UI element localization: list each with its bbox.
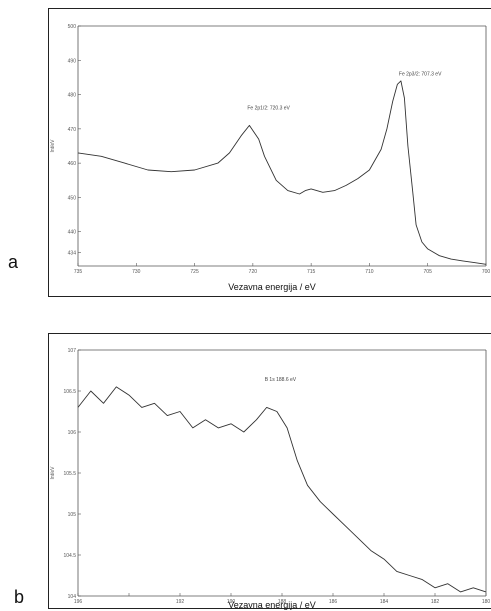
chart-b-frame — [48, 333, 491, 609]
x-tick-label-a: 725 — [190, 269, 199, 275]
y-axis-label-b: Int/eV — [50, 466, 56, 480]
x-tick-label-b: 180 — [482, 599, 491, 605]
y-tick-label-a: 500 — [68, 24, 77, 30]
y-tick-label-b: 106 — [68, 430, 77, 436]
x-tick-label-b: 192 — [176, 599, 185, 605]
x-tick-label-b: 182 — [431, 599, 440, 605]
y-tick-label-b: 107 — [68, 348, 77, 354]
panel-label-a: a — [8, 252, 19, 272]
x-tick-label-b: 186 — [329, 599, 338, 605]
y-axis-label-a: Int/eV — [50, 139, 56, 153]
panel-label-b: b — [14, 587, 25, 607]
y-tick-label-a: 440 — [68, 230, 77, 236]
y-tick-label-b: 104 — [68, 594, 77, 600]
x-axis-label-a: Vezavna energija / eV — [228, 282, 316, 292]
x-tick-label-b: 196 — [74, 599, 83, 605]
y-tick-label-b: 105 — [68, 512, 77, 518]
chart-a-frame — [48, 8, 491, 297]
y-tick-label-a: 490 — [68, 58, 77, 64]
x-tick-label-a: 720 — [249, 269, 258, 275]
y-tick-label-b: 105.5 — [63, 471, 76, 477]
x-tick-label-a: 705 — [424, 269, 433, 275]
y-tick-label-a: 470 — [68, 127, 77, 133]
x-tick-label-a: 700 — [482, 269, 491, 275]
x-tick-label-b: 184 — [380, 599, 389, 605]
chart-a: 735 730 725 720 715 710 705 700 434 440 450 460 470 4… — [50, 24, 490, 292]
y-tick-label-a: 434 — [68, 250, 77, 256]
x-tick-label-b: 188 — [278, 599, 287, 605]
x-tick-label-b: 190 — [227, 599, 236, 605]
y-tick-label-b: 106.5 — [63, 389, 76, 395]
series-line-a — [77, 80, 487, 265]
x-axis-label-b: Vezavna energija / eV — [228, 600, 316, 610]
y-tick-label-a: 460 — [68, 161, 77, 167]
series-line-b — [77, 386, 487, 593]
annotation-a: Fe 2p3/2: 707.3 eV — [399, 71, 442, 77]
x-tick-label-a: 715 — [307, 269, 316, 275]
x-tick-label-a: 735 — [74, 269, 83, 275]
chart-b: 196 192 190 188 186 184 182 180 104 104.5 105 105.5… — [50, 348, 490, 610]
annotation-a: Fe 2p1/2: 720.3 eV — [247, 106, 290, 112]
annotation-b: B 1s 188.6 eV — [265, 377, 297, 383]
x-tick-label-a: 710 — [365, 269, 374, 275]
x-tick-label-a: 730 — [132, 269, 141, 275]
y-tick-label-a: 450 — [68, 195, 77, 201]
y-tick-label-b: 104.5 — [63, 553, 76, 559]
y-tick-label-a: 480 — [68, 93, 77, 99]
